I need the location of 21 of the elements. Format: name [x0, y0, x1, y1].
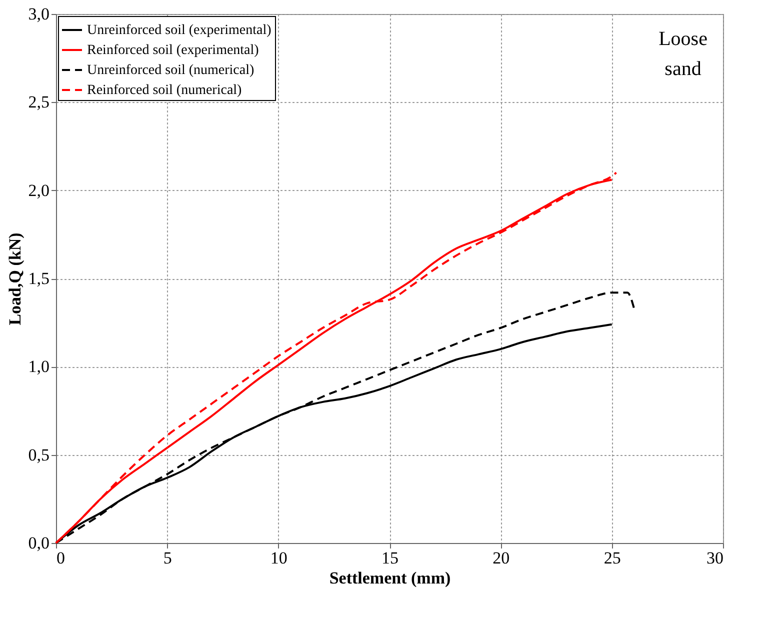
x-tick-label: 20 — [492, 548, 510, 568]
y-tick-label: 1,0 — [28, 357, 50, 376]
x-tick-label: 15 — [382, 548, 398, 568]
legend-label: Unreinforced soil (experimental) — [87, 23, 272, 38]
x-tick-label: 5 — [163, 548, 172, 568]
legend-label: Reinforced soil (numerical) — [87, 83, 242, 98]
y-tick-label: 2,0 — [28, 180, 50, 200]
y-tick-label: 3,0 — [28, 4, 50, 24]
x-axis-title: Settlement (mm) — [329, 568, 451, 588]
x-tick-label: 0 — [56, 548, 65, 568]
y-tick-label: 0,5 — [28, 445, 50, 464]
x-tick-label: 25 — [604, 548, 621, 568]
legend-label: Reinforced soil (experimental) — [87, 43, 260, 58]
y-axis-title: Load,Q (kN) — [5, 232, 24, 326]
y-tick-label: 2,5 — [28, 92, 50, 112]
annotation: Loose sand — [658, 28, 708, 80]
y-tick-label: 1,5 — [28, 269, 50, 288]
x-tick-label: 30 — [706, 548, 724, 568]
x-tick-label: 10 — [270, 548, 288, 568]
legend-label: Unreinforced soil (numerical) — [87, 63, 254, 78]
y-tick-label: 0,0 — [28, 534, 50, 552]
